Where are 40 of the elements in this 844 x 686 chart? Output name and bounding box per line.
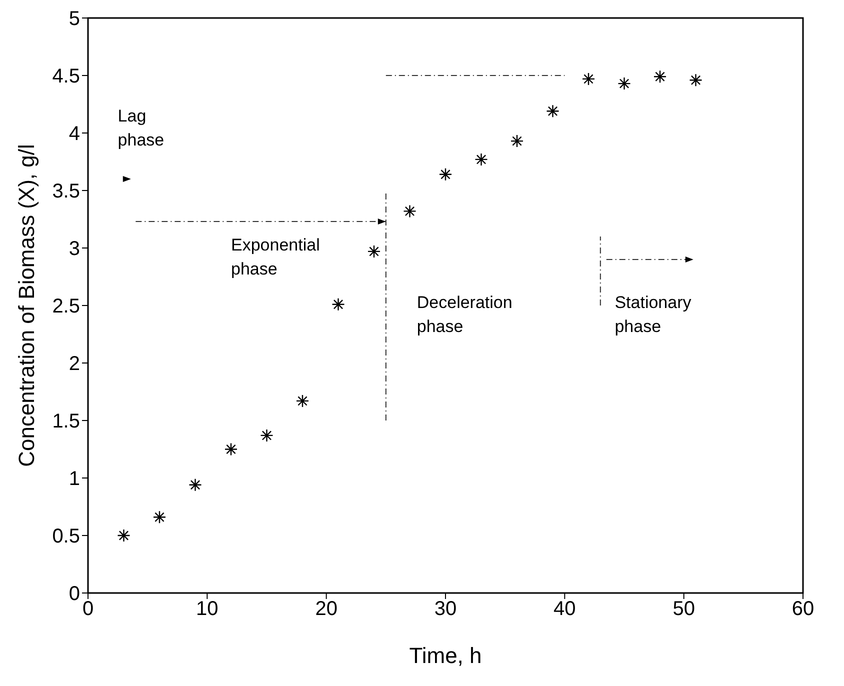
point [332,298,345,311]
annotation: Lag phase [118,106,164,150]
annotation: Deceleration phase [416,292,512,336]
y-tick-label: 4 [68,123,80,146]
point [152,510,166,524]
point [296,394,310,408]
point [510,134,524,148]
point [117,528,130,542]
point [188,478,202,492]
annotation: Stationary phase [614,292,692,336]
annotation: Exponential phase [231,235,320,278]
point [224,442,238,456]
point [474,152,488,166]
y-tick-label: 5 [68,8,80,30]
point [618,76,631,90]
point [260,428,274,442]
x-tick-label: 10 [196,598,218,620]
point [653,70,667,84]
point [403,204,416,218]
point [546,104,560,118]
point [367,244,381,258]
point [689,74,702,87]
x-tick-label: 60 [792,598,814,620]
y-tick-label: 2 [68,353,80,376]
y-tick-label: 3 [68,238,80,260]
y-tick-label: 1.5 [52,410,80,433]
y-tick-label: 3.5 [52,180,80,203]
x-tick-label: 50 [672,598,695,620]
x-tick-label: 30 [434,598,457,620]
point [438,168,452,181]
y-tick-label: 4.5 [52,66,80,88]
x-axis-title: Time, h [409,643,482,668]
y-tick-label: 2.5 [52,296,80,318]
y-tick-label: 0 [68,583,80,606]
x-tick-label: 40 [554,598,576,620]
y-axis-title: Concentration of Biomass (X), g/l [14,144,39,467]
point [582,72,596,86]
x-tick-label: 20 [315,598,338,620]
y-tick-label: 0.5 [52,526,80,548]
y-tick-label: 1 [68,468,80,490]
